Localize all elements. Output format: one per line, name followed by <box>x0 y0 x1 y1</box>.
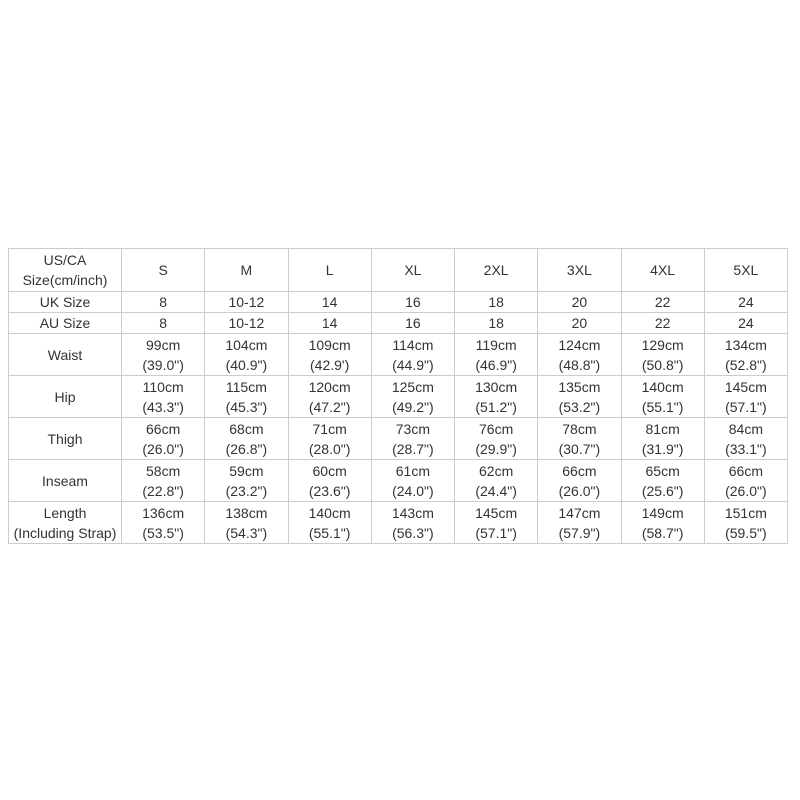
data-cell: 81cm (31.9") <box>620 417 705 460</box>
data-cell: 84cm (33.1") <box>703 417 789 460</box>
data-cell: 68cm (26.8") <box>204 417 289 460</box>
table-row-hip: Hip 110cm (43.3") 115cm (45.3") 120cm (4… <box>8 375 789 418</box>
data-cell: 66cm (26.0") <box>120 417 206 460</box>
data-cell: 65cm (25.6") <box>620 459 705 502</box>
data-cell: 104cm (40.9") <box>204 333 289 376</box>
data-cell: 120cm (47.2") <box>287 375 372 418</box>
row-label-cell: Inseam <box>8 459 122 502</box>
data-cell: 18 <box>453 312 539 334</box>
data-cell: 20 <box>537 312 622 334</box>
size-header-cell: 5XL <box>703 248 789 292</box>
table-row-thigh: Thigh 66cm (26.0") 68cm (26.8") 71cm (28… <box>8 417 789 460</box>
data-cell: 8 <box>120 312 206 334</box>
row-label-cell: Thigh <box>8 417 122 460</box>
data-cell: 130cm (51.2") <box>453 375 539 418</box>
data-cell: 14 <box>287 291 372 313</box>
data-cell: 24 <box>703 291 789 313</box>
size-header-cell: 4XL <box>620 248 705 292</box>
data-cell: 124cm (48.8") <box>537 333 622 376</box>
data-cell: 99cm (39.0") <box>120 333 206 376</box>
data-cell: 135cm (53.2") <box>537 375 622 418</box>
table-row-au-size: AU Size 8 10-12 14 16 18 20 22 24 <box>8 312 789 334</box>
size-header-cell: 2XL <box>453 248 539 292</box>
row-label-cell: UK Size <box>8 291 122 313</box>
size-header-cell: S <box>120 248 206 292</box>
data-cell: 73cm (28.7") <box>370 417 456 460</box>
header-row: US/CA Size(cm/inch) S M L XL 2XL 3XL 4XL… <box>8 248 789 292</box>
data-cell: 16 <box>370 312 456 334</box>
data-cell: 78cm (30.7") <box>537 417 622 460</box>
data-cell: 61cm (24.0") <box>370 459 456 502</box>
data-cell: 66cm (26.0") <box>703 459 789 502</box>
data-cell: 14 <box>287 312 372 334</box>
size-header-cell: L <box>287 248 372 292</box>
data-cell: 10-12 <box>204 312 289 334</box>
data-cell: 138cm (54.3") <box>204 501 289 544</box>
data-cell: 71cm (28.0") <box>287 417 372 460</box>
data-cell: 60cm (23.6") <box>287 459 372 502</box>
data-cell: 20 <box>537 291 622 313</box>
row-label-cell: Waist <box>8 333 122 376</box>
data-cell: 140cm (55.1") <box>287 501 372 544</box>
data-cell: 24 <box>703 312 789 334</box>
data-cell: 22 <box>620 312 705 334</box>
data-cell: 18 <box>453 291 539 313</box>
data-cell: 145cm (57.1") <box>453 501 539 544</box>
data-cell: 149cm (58.7") <box>620 501 705 544</box>
data-cell: 143cm (56.3") <box>370 501 456 544</box>
data-cell: 125cm (49.2") <box>370 375 456 418</box>
table-row-inseam: Inseam 58cm (22.8") 59cm (23.2") 60cm (2… <box>8 459 789 502</box>
data-cell: 110cm (43.3") <box>120 375 206 418</box>
data-cell: 59cm (23.2") <box>204 459 289 502</box>
data-cell: 109cm (42.9') <box>287 333 372 376</box>
corner-cell: US/CA Size(cm/inch) <box>8 248 122 292</box>
data-cell: 114cm (44.9") <box>370 333 456 376</box>
row-label-cell: Hip <box>8 375 122 418</box>
data-cell: 140cm (55.1") <box>620 375 705 418</box>
data-cell: 66cm (26.0") <box>537 459 622 502</box>
row-label-cell: AU Size <box>8 312 122 334</box>
size-chart-table: US/CA Size(cm/inch) S M L XL 2XL 3XL 4XL… <box>8 248 789 544</box>
data-cell: 22 <box>620 291 705 313</box>
table-row-length: Length (Including Strap) 136cm (53.5") 1… <box>8 501 789 544</box>
size-header-cell: M <box>204 248 289 292</box>
data-cell: 10-12 <box>204 291 289 313</box>
data-cell: 119cm (46.9") <box>453 333 539 376</box>
size-chart: US/CA Size(cm/inch) S M L XL 2XL 3XL 4XL… <box>8 248 789 544</box>
table-row-uk-size: UK Size 8 10-12 14 16 18 20 22 24 <box>8 291 789 313</box>
data-cell: 8 <box>120 291 206 313</box>
data-cell: 145cm (57.1") <box>703 375 789 418</box>
data-cell: 62cm (24.4") <box>453 459 539 502</box>
data-cell: 134cm (52.8") <box>703 333 789 376</box>
data-cell: 16 <box>370 291 456 313</box>
data-cell: 151cm (59.5") <box>703 501 789 544</box>
size-header-cell: XL <box>370 248 456 292</box>
data-cell: 58cm (22.8") <box>120 459 206 502</box>
data-cell: 115cm (45.3") <box>204 375 289 418</box>
size-header-cell: 3XL <box>537 248 622 292</box>
data-cell: 129cm (50.8") <box>620 333 705 376</box>
data-cell: 136cm (53.5") <box>120 501 206 544</box>
row-label-cell: Length (Including Strap) <box>8 501 122 544</box>
table-row-waist: Waist 99cm (39.0") 104cm (40.9") 109cm (… <box>8 333 789 376</box>
data-cell: 76cm (29.9") <box>453 417 539 460</box>
data-cell: 147cm (57.9") <box>537 501 622 544</box>
